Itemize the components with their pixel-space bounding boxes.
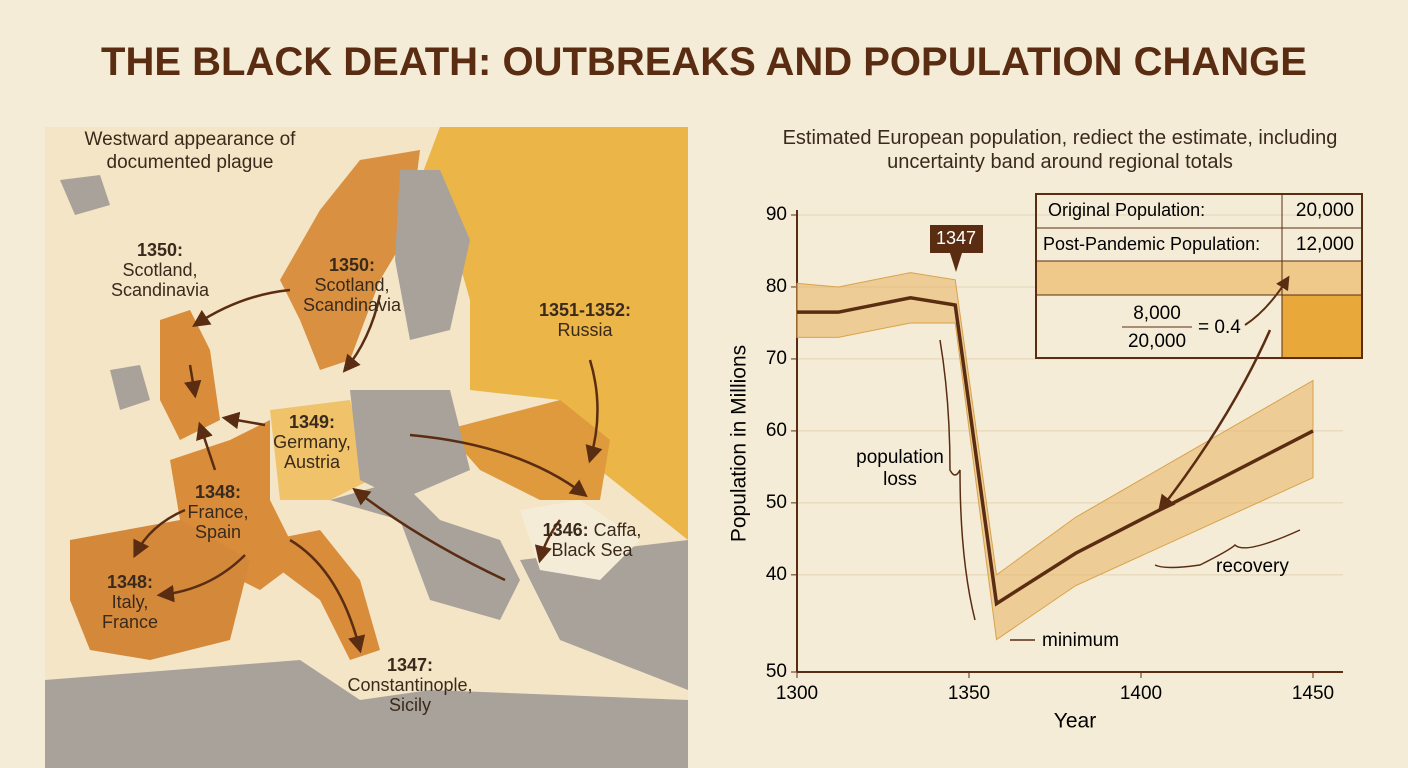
label-line: 1348: — [187, 482, 248, 502]
x-tick-label: 1350 — [948, 683, 990, 704]
y-tick-label: 90 — [766, 204, 787, 225]
label-place: Scotland, — [314, 275, 390, 295]
map-label: 1348: France, Spain — [187, 482, 248, 542]
map-label: 1346: Caffa, Black Sea — [543, 520, 642, 560]
label-year: 1348: — [194, 482, 242, 502]
map-label: 1350: Scotland, Scandinavia — [303, 255, 401, 315]
x-axis-label: Year — [1054, 710, 1096, 733]
annotation: loss — [883, 469, 917, 490]
label-place: Constantinople, — [347, 675, 473, 695]
annotation: population — [856, 447, 944, 468]
y-axis-label: Population in Millions — [728, 345, 751, 542]
marker-label: 1347 — [936, 228, 976, 248]
x-tick-label: 1450 — [1292, 683, 1334, 704]
label-place: Russia — [557, 320, 613, 340]
label-line: 1349: — [273, 412, 351, 432]
fraction-numerator: 8,000 — [1133, 303, 1181, 324]
label-year: 1350: — [136, 240, 184, 260]
label-place: Italy, — [111, 592, 149, 612]
table-value: 20,000 — [1296, 200, 1354, 221]
label-place: France — [101, 612, 159, 632]
label-year: 1351-1352: — [538, 300, 632, 320]
label-line: 1346: Caffa, — [543, 520, 642, 540]
y-tick-label: 40 — [766, 564, 787, 585]
label-place: Scotland, — [122, 260, 198, 280]
fraction-denominator: 20,000 — [1128, 331, 1186, 352]
label-line: 1347: — [347, 655, 472, 675]
label-place: Scandinavia — [302, 295, 402, 315]
y-tick-label: 70 — [766, 348, 787, 369]
label-line: 1351-1352: — [539, 300, 631, 320]
map-label: 1350: Scotland, Scandinavia — [111, 240, 209, 300]
label-place: Caffa, — [593, 520, 642, 540]
y-tick-label: 80 — [766, 276, 787, 297]
map-subtitle: Westward appearance of documented plague — [84, 129, 296, 173]
label-line: 1350: — [303, 255, 401, 275]
y-tick-label: 60 — [766, 420, 787, 441]
page-title: THE BLACK DEATH: OUTBREAKS AND POPULATIO… — [101, 40, 1307, 84]
label-year: 1349: — [288, 412, 336, 432]
x-tick-label: 1300 — [776, 683, 818, 704]
y-tick-label: 50 — [766, 492, 787, 513]
label-year: 1347: — [386, 655, 434, 675]
label-line: 1350: — [111, 240, 209, 260]
map-label: 1347: Constantinople, Sicily — [347, 655, 472, 715]
label-place: Germany, — [273, 432, 351, 452]
x-tick-label: 1400 — [1120, 683, 1162, 704]
label-place: France, — [187, 502, 249, 522]
map — [45, 127, 688, 768]
table-label: Post-Pandemic Population: — [1043, 234, 1260, 254]
label-line: 1348: — [102, 572, 158, 592]
chart-title: Estimated European population, rediect t… — [782, 127, 1338, 173]
map-label: 1349: Germany, Austria — [273, 412, 351, 472]
label-place: Sicily — [388, 695, 431, 715]
label-year: 1346: — [542, 520, 589, 540]
population-line — [797, 295, 1314, 607]
table-label: Original Population: — [1048, 200, 1205, 220]
label-place: Black Sea — [551, 540, 633, 560]
table-frame — [939, 193, 1363, 641]
label-place: Austria — [283, 452, 341, 472]
marker-box — [930, 225, 983, 272]
annotation: recovery — [1216, 556, 1289, 577]
fraction-result: = 0.4 — [1198, 317, 1241, 338]
y-tick-label: 50 — [766, 661, 787, 682]
label-place: Scandinavia — [110, 280, 210, 300]
table-value: 12,000 — [1296, 234, 1354, 255]
map-label: 1348: Italy, France — [102, 572, 158, 632]
label-year: 1348: — [106, 572, 154, 592]
label-place: Spain — [194, 522, 242, 542]
label-year: 1350: — [328, 255, 376, 275]
map-label: 1351-1352: Russia — [539, 300, 631, 340]
annotation: minimum — [1042, 630, 1119, 651]
